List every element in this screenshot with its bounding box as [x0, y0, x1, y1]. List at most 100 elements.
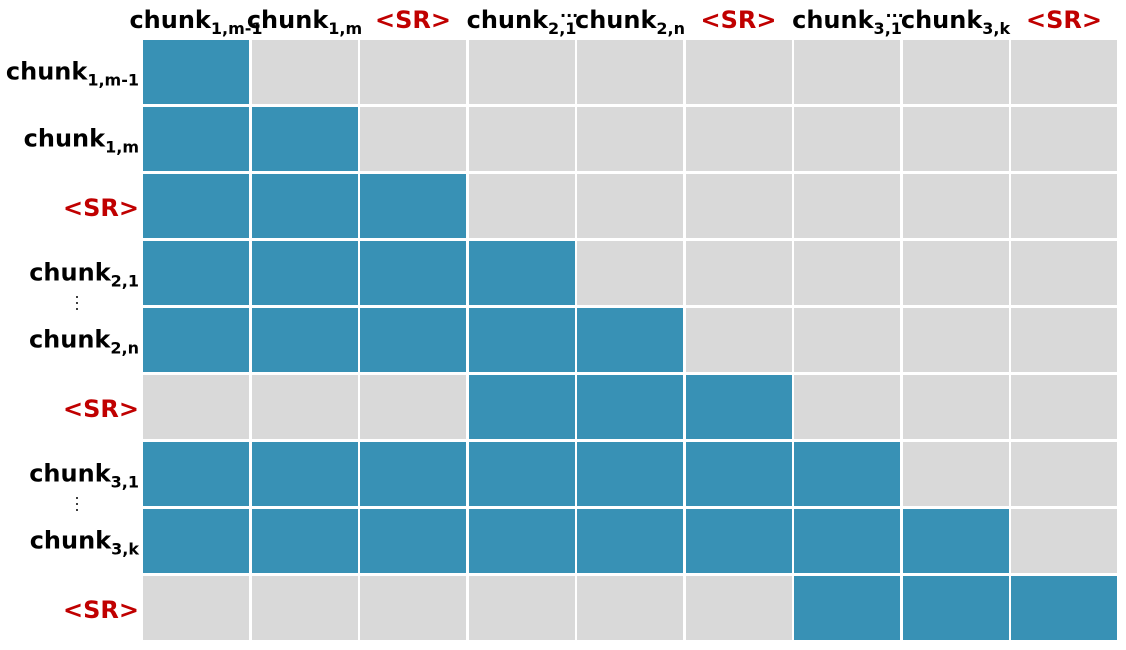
col-label-6-text: chunk: [792, 6, 874, 34]
col-label-8-text: <SR>: [1026, 6, 1102, 34]
ellipsis-dot: [76, 308, 78, 310]
masked-cell-r1-c7: [902, 107, 1009, 171]
ellipsis-dot: [76, 497, 78, 499]
attend-cell-r4-c1: [251, 308, 358, 372]
col-label-7-subscript: 3,k: [982, 19, 1011, 38]
masked-cell-r8-c2: [360, 576, 466, 640]
col-label-1: chunk1,m: [247, 8, 362, 37]
masked-cell-r1-c4: [577, 107, 683, 171]
attend-cell-r7-c0: [143, 509, 249, 573]
col-label-2-text: <SR>: [375, 6, 451, 34]
masked-cell-r2-c4: [577, 174, 683, 238]
row-label-0: chunk1,m-1: [6, 60, 139, 89]
attend-cell-r6-c2: [360, 442, 466, 506]
attend-cell-r7-c5: [685, 509, 792, 573]
row-label-6-subscript: 3,1: [110, 472, 139, 492]
attend-cell-r7-c4: [577, 509, 683, 573]
row-label-7-text: chunk: [29, 526, 112, 555]
masked-cell-r0-c3: [468, 40, 575, 104]
col-label-3: chunk2,1: [467, 8, 577, 37]
attend-cell-r1-c0: [143, 107, 249, 171]
row-label-1-subscript: 1,m: [105, 137, 139, 157]
attend-cell-r0-c0: [143, 40, 249, 104]
masked-cell-r0-c4: [577, 40, 683, 104]
ellipsis-dot: [76, 509, 78, 511]
col-label-1-subscript: 1,m: [328, 19, 363, 38]
horizontal-ellipsis-0: ···: [560, 6, 579, 25]
col-label-8: <SR>: [1026, 8, 1102, 32]
masked-cell-r5-c8: [1011, 375, 1117, 439]
row-label-6-text: chunk: [29, 459, 111, 488]
attend-cell-r4-c2: [360, 308, 466, 372]
masked-cell-r5-c6: [794, 375, 900, 439]
masked-cell-r1-c8: [1011, 107, 1117, 171]
ellipsis-dot: [76, 302, 78, 304]
masked-cell-r1-c3: [468, 107, 575, 171]
masked-cell-r3-c6: [794, 241, 900, 305]
masked-cell-r5-c0: [143, 375, 249, 439]
attend-cell-r8-c8: [1011, 576, 1117, 640]
attend-cell-r7-c7: [902, 509, 1009, 573]
vertical-ellipsis-1: [74, 495, 80, 513]
attend-cell-r2-c1: [251, 174, 358, 238]
attend-cell-r7-c1: [251, 509, 358, 573]
row-label-2-text: <SR>: [63, 194, 139, 222]
masked-cell-r4-c7: [902, 308, 1009, 372]
col-label-7: chunk3,k: [901, 8, 1010, 37]
horizontal-ellipsis-1: ···: [885, 6, 904, 25]
ellipsis-dot: [76, 503, 78, 505]
masked-cell-r1-c2: [360, 107, 466, 171]
attend-cell-r5-c4: [577, 375, 683, 439]
col-label-1-text: chunk: [246, 6, 329, 34]
col-label-0-subscript: 1,m-1: [210, 19, 263, 38]
masked-cell-r3-c8: [1011, 241, 1117, 305]
row-label-2: <SR>: [63, 196, 139, 220]
masked-cell-r2-c3: [468, 174, 575, 238]
col-label-7-text: chunk: [900, 6, 983, 34]
col-label-4: chunk2,n: [575, 8, 685, 37]
masked-cell-r3-c5: [685, 241, 792, 305]
row-label-4-text: chunk: [28, 325, 111, 354]
masked-cell-r5-c7: [902, 375, 1009, 439]
masked-cell-r7-c8: [1011, 509, 1117, 573]
masked-cell-r1-c5: [685, 107, 792, 171]
row-label-5-text: <SR>: [63, 395, 139, 423]
attend-cell-r1-c1: [251, 107, 358, 171]
masked-cell-r8-c3: [468, 576, 575, 640]
row-label-8-text: <SR>: [63, 596, 139, 624]
row-label-7-subscript: 3,k: [111, 539, 139, 559]
attend-cell-r6-c4: [577, 442, 683, 506]
masked-cell-r0-c8: [1011, 40, 1117, 104]
attend-cell-r3-c0: [143, 241, 249, 305]
row-label-4-subscript: 2,n: [110, 338, 139, 358]
col-label-3-text: chunk: [466, 6, 549, 34]
row-label-5: <SR>: [63, 397, 139, 421]
masked-cell-r4-c5: [685, 308, 792, 372]
masked-cell-r0-c2: [360, 40, 466, 104]
attend-cell-r7-c3: [468, 509, 575, 573]
masked-cell-r0-c5: [685, 40, 792, 104]
attend-cell-r3-c1: [251, 241, 358, 305]
attend-cell-r2-c0: [143, 174, 249, 238]
attend-cell-r8-c7: [902, 576, 1009, 640]
row-label-0-subscript: 1,m-1: [87, 70, 139, 90]
col-label-5: <SR>: [701, 8, 777, 32]
masked-cell-r0-c7: [902, 40, 1009, 104]
row-label-3-text: chunk: [29, 258, 111, 287]
masked-cell-r3-c4: [577, 241, 683, 305]
masked-cell-r2-c7: [902, 174, 1009, 238]
masked-cell-r5-c1: [251, 375, 358, 439]
masked-cell-r0-c1: [251, 40, 358, 104]
attend-cell-r4-c0: [143, 308, 249, 372]
masked-cell-r0-c6: [794, 40, 900, 104]
masked-cell-r8-c4: [577, 576, 683, 640]
masked-cell-r6-c8: [1011, 442, 1117, 506]
col-label-0-text: chunk: [129, 6, 211, 34]
attend-cell-r2-c2: [360, 174, 466, 238]
col-label-6: chunk3,1: [792, 8, 902, 37]
row-label-6: chunk3,1: [29, 462, 139, 491]
col-label-0: chunk1,m-1: [129, 8, 262, 37]
row-label-1: chunk1,m: [24, 127, 139, 156]
attend-cell-r3-c3: [468, 241, 575, 305]
masked-cell-r6-c7: [902, 442, 1009, 506]
